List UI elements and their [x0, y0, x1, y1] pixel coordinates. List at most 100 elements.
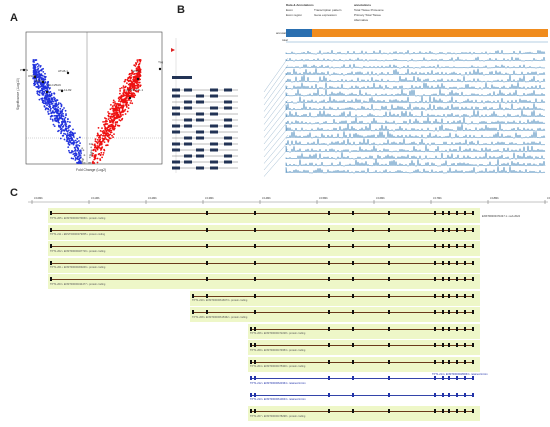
transcript-exon — [352, 392, 354, 397]
volcano-point — [93, 158, 96, 161]
volcano-point — [62, 134, 65, 137]
connector-line — [263, 78, 289, 112]
volcano-point — [40, 78, 43, 81]
volcano-point — [46, 83, 48, 85]
volcano-point — [129, 102, 132, 104]
volcano-point — [138, 67, 141, 70]
transcript-exon — [464, 376, 466, 381]
volcano-point — [50, 92, 53, 95]
volcano-gene-label: CCL11-82 — [58, 88, 72, 92]
structure-exon — [172, 106, 180, 110]
volcano-point — [37, 84, 40, 87]
transcript-track — [48, 274, 480, 289]
volcano-point — [137, 89, 140, 92]
transcript-exon — [472, 376, 474, 381]
expression-track — [285, 130, 546, 139]
volcano-point — [47, 94, 50, 97]
connector-line — [263, 64, 289, 99]
volcano-point — [127, 107, 130, 109]
volcano-point — [56, 110, 58, 113]
volcano-point — [67, 125, 70, 128]
volcano-point — [58, 114, 61, 117]
transcript-track — [248, 406, 480, 421]
structure-exon — [172, 166, 180, 170]
transcript-exon — [328, 376, 330, 381]
volcano-point — [38, 64, 40, 66]
volcano-highlight-point — [158, 67, 162, 71]
volcano-point — [80, 152, 82, 154]
ruler-tick-label: 3.19Mb — [547, 197, 550, 200]
volcano-point — [121, 109, 124, 112]
volcano-point — [112, 136, 114, 138]
structure-exon — [210, 166, 218, 170]
transcript-label: TPT1-208 • ENST00000615362 • protein cod… — [192, 315, 248, 319]
transcript-track — [190, 307, 480, 322]
transcript-line — [250, 361, 474, 363]
ruler-tick-label: 3.16Mb — [376, 197, 385, 200]
volcano-point — [74, 146, 76, 149]
volcano-point — [113, 116, 115, 118]
volcano-point — [106, 144, 109, 146]
transcript-exon — [456, 409, 458, 414]
volcano-point — [48, 98, 51, 101]
volcano-point — [119, 119, 122, 122]
transcript-exon — [206, 244, 208, 249]
volcano-point — [137, 73, 140, 76]
volcano-point — [96, 157, 99, 160]
volcano-point — [119, 97, 122, 100]
structure-exon — [184, 154, 192, 158]
volcano-point — [113, 114, 116, 116]
volcano-point — [96, 132, 99, 135]
volcano-point — [64, 124, 67, 127]
volcano-point — [44, 87, 47, 90]
volcano-point — [50, 100, 53, 103]
transcript-exon — [254, 343, 256, 348]
volcano-point — [43, 75, 46, 78]
volcano-point — [44, 72, 46, 75]
transcript-exon — [388, 260, 390, 265]
transcript-line — [250, 328, 474, 330]
volcano-point — [105, 138, 108, 141]
transcript-exon — [434, 343, 436, 348]
transcript-exon — [472, 409, 474, 414]
transcript-exon — [250, 409, 252, 414]
ruler-tick-label: 3.18Mb — [490, 197, 499, 200]
transcript-exon — [388, 359, 390, 364]
transcript-exon — [464, 211, 466, 216]
volcano-point — [114, 107, 117, 110]
ruler-tick-label: 3.14Mb — [262, 197, 271, 200]
expression-track — [285, 145, 546, 153]
volcano-point — [40, 76, 42, 79]
transcript-exon — [328, 244, 330, 249]
volcano-point — [121, 111, 123, 114]
volcano-point — [110, 119, 113, 122]
volcano-point — [128, 86, 131, 89]
volcano-point — [138, 81, 140, 84]
volcano-point — [59, 102, 62, 105]
transcript-exon — [50, 277, 52, 282]
structure-exon — [184, 118, 192, 122]
volcano-point — [119, 112, 122, 115]
transcript-exon — [456, 392, 458, 397]
volcano-point — [62, 120, 64, 123]
volcano-point — [123, 95, 125, 97]
volcano-point — [126, 99, 128, 102]
volcano-point — [36, 81, 39, 84]
volcano-point — [60, 132, 62, 135]
volcano-point — [65, 127, 68, 130]
gtex-legend-item: Exon region — [286, 13, 303, 17]
volcano-highlight-point — [128, 96, 132, 100]
volcano-point — [50, 103, 53, 105]
transcript-exon — [442, 326, 444, 331]
volcano-point — [115, 112, 118, 115]
transcript-exon — [388, 343, 390, 348]
volcano-point — [78, 140, 80, 142]
volcano-gene-label: ACSS1171.1 — [126, 88, 144, 92]
gtex-legend-item: Alternative — [354, 18, 369, 22]
volcano-point — [60, 114, 63, 117]
volcano-point — [94, 149, 97, 151]
volcano-point — [125, 96, 128, 99]
transcript-exon — [442, 293, 444, 298]
transcript-exon — [464, 293, 466, 298]
transcript-exon — [254, 310, 256, 315]
